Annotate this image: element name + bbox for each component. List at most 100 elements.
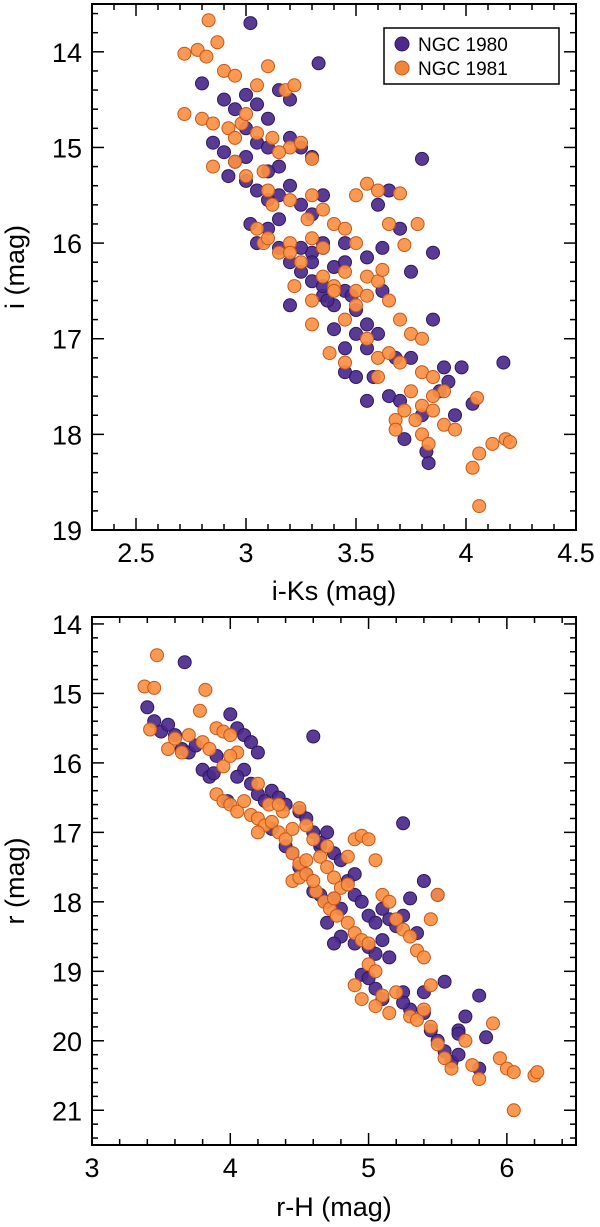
top-point-ngc1981-6	[228, 68, 242, 83]
bottom-point-ngc1980-55	[368, 946, 383, 961]
bottom-point-ngc1981-87	[530, 1065, 545, 1080]
legend-box	[383, 27, 560, 85]
bottom-point-ngc1981-85	[506, 1065, 521, 1080]
bottom-point-ngc1980-50	[396, 816, 411, 831]
top-point-ngc1981-90	[305, 317, 319, 332]
top-point-ngc1980-11	[217, 145, 231, 160]
top-point-ngc1981-26	[305, 188, 319, 203]
top-point-ngc1981-79	[408, 413, 423, 427]
top-point-ngc1980-50	[371, 197, 385, 212]
top-x-tick-label: 3	[238, 538, 253, 568]
bottom-point-ngc1980-74	[472, 988, 487, 1003]
top-point-ngc1981-7	[250, 78, 264, 93]
bottom-y-tick-label: 16	[52, 749, 82, 779]
bottom-point-ngc1981-73	[410, 1012, 424, 1027]
bottom-x-tick-label: 3	[84, 1153, 99, 1183]
bottom-point-ngc1981-89	[423, 978, 438, 993]
top-point-ngc1981-96	[256, 164, 271, 179]
top-point-ngc1981-99	[322, 346, 337, 361]
bottom-point-ngc1981-15	[216, 759, 231, 774]
bottom-point-ngc1981-2	[147, 680, 162, 695]
bottom-point-ngc1980-69	[451, 1047, 466, 1062]
bottom-point-ngc1981-29	[299, 853, 314, 868]
top-point-ngc1980-20	[221, 169, 236, 184]
legend-label-ngc1981: NGC 1981	[418, 59, 508, 80]
bottom-point-ngc1981-33	[292, 801, 307, 816]
legend-label-ngc1980: NGC 1980	[418, 35, 508, 56]
top-point-ngc1981-48	[382, 293, 396, 308]
bottom-point-ngc1980-0	[177, 655, 192, 670]
top-point-ngc1981-93	[239, 107, 253, 121]
top-point-ngc1981-3	[199, 49, 214, 64]
top-point-ngc1981-8	[261, 59, 275, 74]
top-point-ngc1981-16	[250, 126, 264, 141]
top-point-ngc1981-23	[261, 183, 275, 198]
top-point-ngc1980-0	[243, 16, 258, 31]
bottom-point-ngc1980-4	[161, 717, 176, 732]
top-point-ngc1981-64	[426, 403, 440, 418]
bottom-point-ngc1980-49	[416, 874, 431, 888]
bottom-point-ngc1981-83	[492, 1051, 507, 1066]
top-point-ngc1981-80	[371, 183, 385, 198]
top-point-ngc1980-62	[360, 393, 374, 408]
bottom-point-ngc1981-5	[168, 731, 182, 746]
bottom-x-tick-label: 4	[223, 1153, 238, 1183]
top-point-ngc1980-54	[404, 264, 418, 279]
top-point-ngc1981-66	[448, 422, 462, 437]
bottom-point-ngc1981-46	[329, 908, 344, 923]
top-y-tick-label: 14	[52, 38, 82, 68]
top-point-ngc1981-1	[177, 46, 192, 61]
top-point-ngc1981-20	[206, 159, 220, 174]
bottom-point-ngc1981-98	[223, 748, 238, 763]
bottom-point-ngc1981-26	[278, 832, 293, 847]
top-point-ngc1981-92	[261, 231, 275, 246]
top-point-ngc1981-76	[470, 391, 484, 405]
top-point-ngc1980-25	[283, 178, 297, 193]
top-point-ngc1981-95	[272, 145, 286, 160]
bottom-point-ngc1981-9	[192, 703, 207, 718]
top-point-ngc1981-89	[349, 298, 363, 313]
bottom-point-ngc1981-77	[437, 1051, 452, 1066]
top-point-ngc1981-87	[327, 283, 341, 298]
top-point-ngc1981-36	[316, 240, 330, 255]
top-point-ngc1981-28	[305, 151, 319, 166]
top-y-tick-label: 15	[52, 133, 82, 163]
top-point-ngc1981-72	[485, 436, 500, 451]
bottom-point-ngc1981-76	[430, 1037, 445, 1052]
top-point-ngc1980-56	[360, 250, 374, 265]
top-point-ngc1981-51	[415, 331, 429, 346]
top-point-ngc1980-87	[320, 293, 335, 308]
bottom-point-ngc1980-56	[375, 933, 390, 948]
top-point-ngc1981-62	[404, 384, 418, 399]
bottom-point-ngc1980-48	[403, 891, 418, 906]
bottom-point-ngc1981-20	[237, 794, 252, 809]
bottom-plot-frame	[91, 616, 577, 1146]
top-point-ngc1981-54	[382, 346, 396, 361]
top-point-ngc1980-2	[195, 76, 209, 91]
top-point-ngc1981-27	[316, 202, 330, 217]
top-point-ngc1981-67	[397, 403, 412, 418]
top-point-ngc1981-41	[305, 293, 319, 308]
top-point-ngc1981-11	[177, 107, 192, 121]
bottom-point-ngc1981-57	[389, 912, 404, 927]
bottom-point-ngc1980-12	[223, 707, 238, 722]
bottom-point-ngc1981-38	[327, 870, 341, 885]
bottom-point-ngc1980-43	[368, 915, 383, 930]
bottom-tick-labels: 3 4 5 6 14 15 16 17 18 19 20 21	[52, 610, 514, 1183]
top-point-ngc1981-59	[426, 389, 440, 404]
bottom-point-ngc1980-88	[327, 936, 341, 951]
top-point-ngc1981-88	[338, 312, 352, 327]
top-point-ngc1981-52	[360, 331, 374, 346]
top-points-layer	[177, 13, 517, 514]
bottom-point-ngc1981-70	[382, 1006, 397, 1020]
top-point-ngc1981-74	[503, 435, 517, 449]
bottom-point-ngc1981-30	[250, 776, 265, 791]
bottom-point-ngc1981-50	[340, 849, 355, 864]
bottom-point-ngc1981-59	[403, 929, 418, 944]
top-point-ngc1981-29	[360, 176, 374, 191]
bottom-point-ngc1981-67	[354, 992, 369, 1007]
top-point-ngc1980-10	[206, 135, 220, 150]
top-point-ngc1981-85	[375, 262, 390, 277]
top-point-ngc1981-40	[287, 279, 302, 294]
bottom-point-ngc1981-82	[486, 1016, 500, 1031]
